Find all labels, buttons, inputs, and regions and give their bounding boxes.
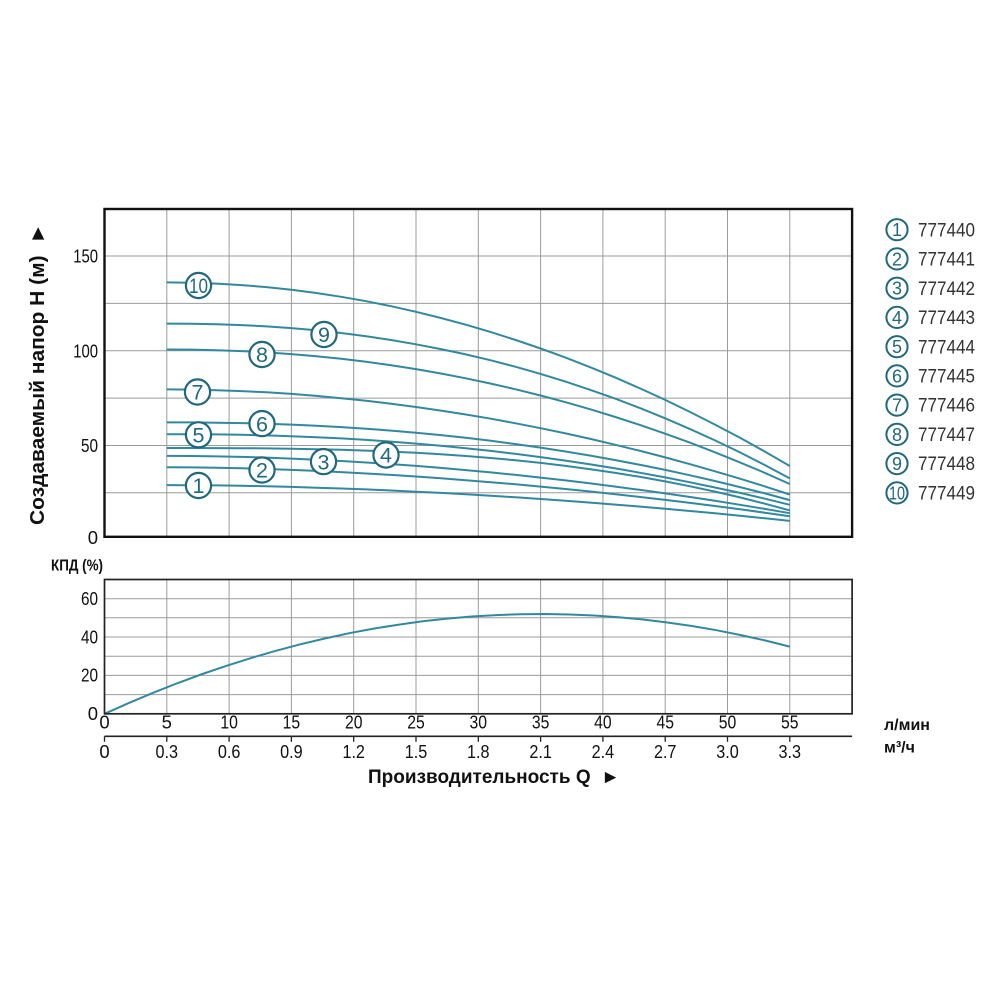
svg-text:777445: 777445 [918,367,975,388]
svg-text:30: 30 [470,712,488,733]
svg-text:3: 3 [892,279,902,299]
svg-text:0: 0 [88,527,98,548]
svg-text:м³/ч: м³/ч [884,740,915,757]
svg-text:0: 0 [99,741,109,762]
svg-text:1.5: 1.5 [405,741,428,762]
svg-text:25: 25 [407,712,425,733]
svg-text:3: 3 [318,450,330,474]
svg-text:150: 150 [73,246,98,267]
svg-text:777446: 777446 [918,396,975,417]
svg-text:1: 1 [892,220,902,240]
svg-text:2.7: 2.7 [654,741,677,762]
svg-text:5: 5 [162,712,172,733]
svg-text:Создаваемый напор Н (м) ►: Создаваемый напор Н (м) ► [26,223,49,525]
svg-text:6: 6 [892,366,902,386]
svg-text:5: 5 [892,337,902,357]
svg-text:60: 60 [81,588,98,609]
svg-text:55: 55 [781,712,799,733]
svg-text:777449: 777449 [918,484,975,505]
svg-text:7: 7 [892,396,902,416]
svg-text:100: 100 [73,340,98,361]
svg-text:777440: 777440 [918,220,975,241]
svg-text:0: 0 [99,712,109,733]
svg-text:50: 50 [719,712,737,733]
svg-text:0.3: 0.3 [156,741,179,762]
svg-text:1.8: 1.8 [467,741,490,762]
svg-text:15: 15 [283,712,301,733]
svg-text:20: 20 [81,665,98,686]
svg-text:1: 1 [193,474,205,498]
svg-text:3.0: 3.0 [716,741,739,762]
svg-text:6: 6 [256,412,268,436]
svg-text:45: 45 [656,712,674,733]
svg-text:777442: 777442 [918,279,975,300]
svg-text:2.4: 2.4 [592,741,615,762]
svg-text:777441: 777441 [918,250,975,271]
svg-text:7: 7 [192,381,204,405]
svg-text:777443: 777443 [918,308,975,329]
svg-text:0: 0 [88,703,98,724]
svg-text:10: 10 [189,274,208,298]
svg-text:9: 9 [318,323,330,347]
svg-text:40: 40 [594,712,612,733]
svg-text:8: 8 [256,343,268,367]
svg-text:20: 20 [345,712,363,733]
svg-text:2.1: 2.1 [529,741,552,762]
svg-text:777448: 777448 [918,454,975,475]
svg-text:10: 10 [889,483,905,503]
svg-text:КПД (%): КПД (%) [51,558,103,575]
svg-text:50: 50 [81,435,98,456]
svg-text:1.2: 1.2 [342,741,365,762]
svg-text:0.6: 0.6 [218,741,241,762]
svg-text:2: 2 [256,459,268,483]
svg-text:Производительность Q ►: Производительность Q ► [368,767,620,788]
svg-text:777447: 777447 [918,425,975,446]
svg-text:0.9: 0.9 [280,741,303,762]
svg-text:9: 9 [892,454,902,474]
svg-text:35: 35 [532,712,550,733]
svg-text:777444: 777444 [918,337,975,358]
svg-text:4: 4 [380,444,392,468]
svg-text:10: 10 [220,712,238,733]
svg-text:3.3: 3.3 [779,741,802,762]
svg-text:5: 5 [193,424,205,448]
svg-text:2: 2 [892,249,902,269]
svg-text:40: 40 [81,626,98,647]
svg-text:4: 4 [892,308,902,328]
svg-text:л/мин: л/мин [884,717,930,734]
svg-text:8: 8 [892,425,902,445]
